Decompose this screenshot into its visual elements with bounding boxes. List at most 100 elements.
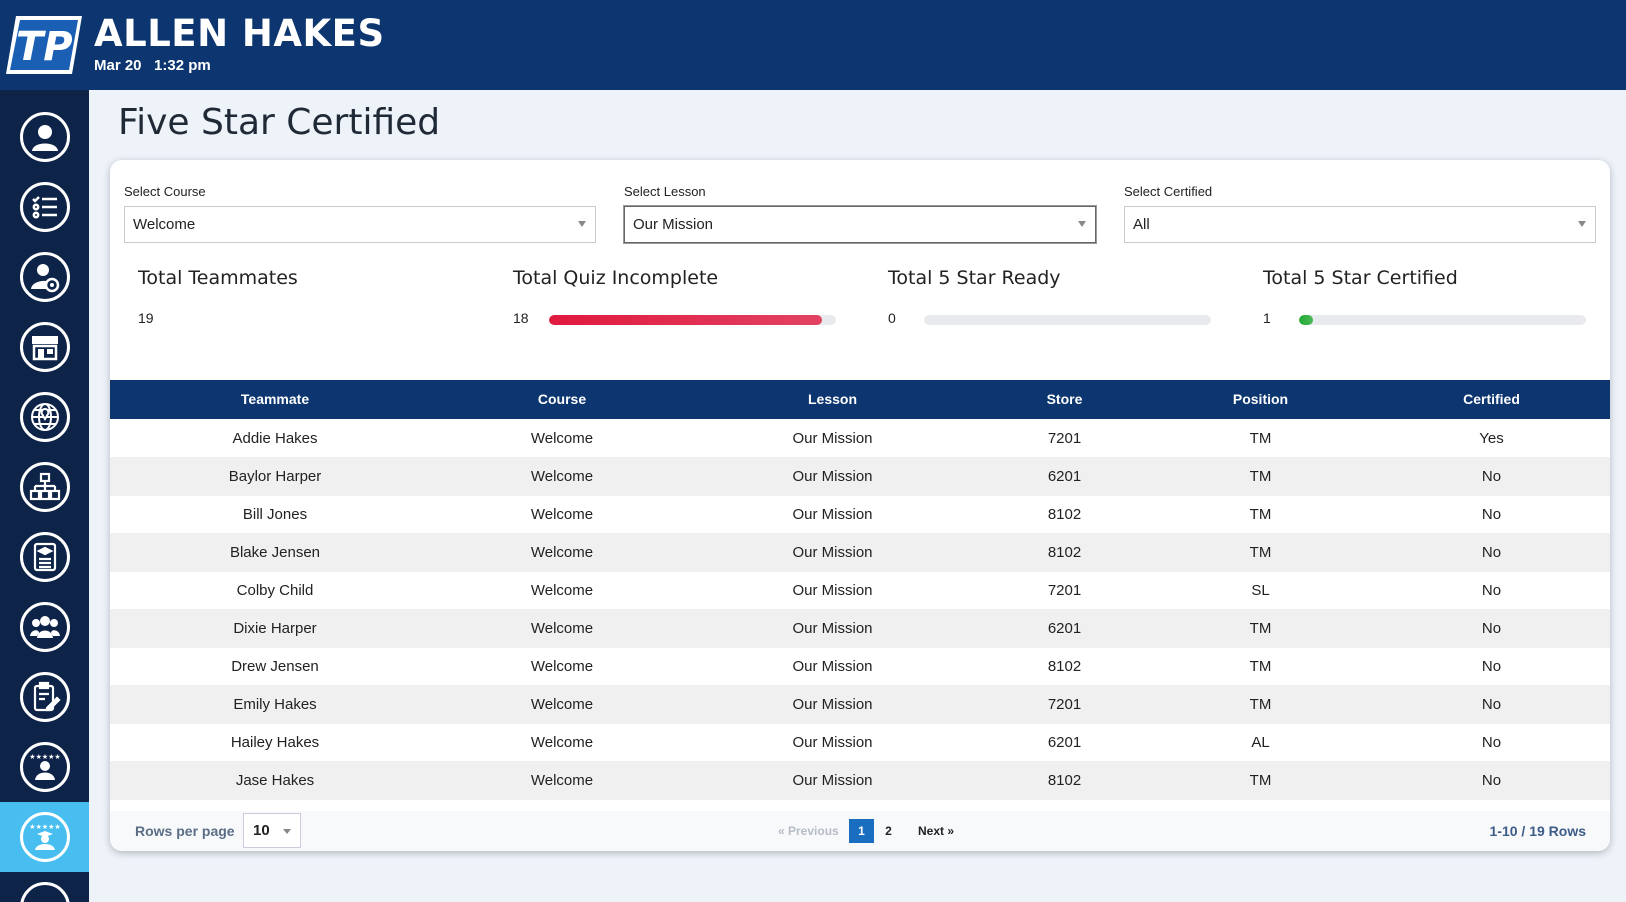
cell-store: 8102 (1047, 772, 1082, 789)
clipboard-edit-icon (19, 672, 70, 722)
table-row[interactable]: Hailey Hakes Welcome Our Mission 6201 AL No (110, 723, 1610, 762)
table-row[interactable]: Colby Child Welcome Our Mission 7201 SL No (110, 571, 1610, 610)
more-icon (19, 882, 70, 902)
table-row[interactable]: Emily Hakes Welcome Our Mission 7201 TM No (110, 685, 1610, 724)
cell-position: SL (1251, 582, 1270, 599)
cell-store: 7201 (1047, 582, 1082, 599)
tp-logo[interactable]: TP (4, 14, 84, 76)
user-profile-icon (19, 112, 70, 162)
cell-teammate: Drew Jensen (231, 658, 319, 675)
table-row[interactable]: Drew Jensen Welcome Our Mission 8102 TM No (110, 647, 1610, 686)
previous-page-button[interactable]: « Previous (778, 824, 839, 838)
cell-certified: No (1481, 658, 1502, 675)
column-header-course[interactable]: Course (537, 391, 587, 407)
sidebar-item-evaluations[interactable] (0, 662, 89, 732)
cell-position: TM (1249, 468, 1272, 485)
rows-per-page-select[interactable]: 10 (243, 813, 301, 848)
table-row[interactable]: Dixie Harper Welcome Our Mission 6201 TM No (110, 609, 1610, 648)
sidebar-item-org-chart[interactable] (0, 452, 89, 522)
table-row[interactable]: Addie Hakes Welcome Our Mission 7201 TM Yes (110, 419, 1610, 458)
cell-store: 7201 (1047, 430, 1082, 447)
table-row[interactable]: Baylor Harper Welcome Our Mission 6201 TM No (110, 457, 1610, 496)
cell-course: Welcome (530, 468, 594, 485)
row-count: 1-10 / 19 Rows (1489, 823, 1587, 839)
sidebar-item-store[interactable] (0, 312, 89, 382)
sidebar-item-locations[interactable] (0, 382, 89, 452)
column-header-teammate[interactable]: Teammate (240, 391, 310, 407)
cell-teammate: Hailey Hakes (230, 734, 320, 751)
course-select-value: Welcome (133, 216, 196, 233)
cell-lesson: Our Mission (792, 696, 873, 713)
table-row[interactable]: Blake Jensen Welcome Our Mission 8102 TM No (110, 533, 1610, 572)
cell-certified: No (1481, 620, 1502, 637)
stat-quiz-incomplete: Total Quiz Incomplete 18 (513, 267, 836, 326)
user-name: ALLEN HAKES (94, 12, 385, 55)
cell-store: 6201 (1047, 620, 1082, 637)
cell-position: AL (1251, 734, 1270, 751)
cell-teammate: Dixie Harper (233, 620, 317, 637)
course-document-icon (19, 532, 70, 582)
column-header-certified[interactable]: Certified (1463, 391, 1520, 407)
page-button-2[interactable]: 2 (885, 824, 892, 838)
column-header-position[interactable]: Position (1232, 391, 1289, 407)
cell-course: Welcome (530, 506, 594, 523)
cell-lesson: Our Mission (792, 734, 873, 751)
stat-total-teammates: Total Teammates 19 (138, 267, 438, 326)
team-icon (19, 602, 70, 652)
page-title: Five Star Certified (118, 102, 441, 143)
cell-course: Welcome (530, 544, 594, 561)
sidebar-item-user-settings[interactable] (0, 242, 89, 312)
sidebar-item-five-star-certified[interactable]: ★★★★★ (0, 802, 89, 872)
cell-certified: No (1481, 544, 1502, 561)
column-header-lesson[interactable]: Lesson (807, 391, 857, 407)
table-row[interactable]: Jase Hakes Welcome Our Mission 8102 TM No (110, 761, 1610, 800)
sidebar-item-star-rating[interactable]: ★★★★★ (0, 732, 89, 802)
course-select[interactable]: Welcome (124, 206, 596, 243)
sidebar-item-courses[interactable] (0, 522, 89, 592)
stat-title: Total Quiz Incomplete (513, 267, 719, 289)
course-filter-label: Select Course (124, 184, 206, 199)
sidebar-item-profile[interactable] (0, 102, 89, 172)
page-button-1[interactable]: 1 (849, 819, 874, 843)
cell-certified: No (1481, 696, 1502, 713)
cell-position: TM (1249, 772, 1272, 789)
table-header: Teammate Course Lesson Store Position Ce… (110, 380, 1610, 419)
table-row[interactable]: Bill Jones Welcome Our Mission 8102 TM No (110, 495, 1610, 534)
stat-five-star-certified: Total 5 Star Certified 1 (1263, 267, 1586, 326)
next-page-button[interactable]: Next » (918, 824, 955, 838)
progress-fill (1299, 315, 1314, 325)
cell-teammate: Blake Jensen (229, 544, 321, 561)
user-settings-icon (19, 252, 70, 302)
progress-bar (549, 315, 836, 325)
cell-course: Welcome (530, 620, 594, 637)
globe-location-icon (19, 392, 70, 442)
certified-filter: Select Certified All (1124, 184, 1596, 243)
cell-certified: No (1481, 582, 1502, 599)
chevron-down-icon (283, 829, 291, 834)
certified-select[interactable]: All (1124, 206, 1596, 243)
current-time: 1:32 pm (154, 57, 211, 74)
chevron-down-icon (1578, 221, 1586, 227)
progress-bar (924, 315, 1211, 325)
progress-bar (1299, 315, 1586, 325)
cell-certified: No (1481, 734, 1502, 751)
column-header-store[interactable]: Store (1046, 391, 1083, 407)
cell-course: Welcome (530, 582, 594, 599)
cell-course: Welcome (530, 658, 594, 675)
sidebar-item-more[interactable] (0, 872, 89, 902)
cell-store: 8102 (1047, 544, 1082, 561)
star-rating-user-icon: ★★★★★ (19, 742, 70, 792)
lesson-select[interactable]: Our Mission (624, 206, 1096, 243)
chevron-down-icon (1078, 221, 1086, 227)
cell-certified: Yes (1479, 430, 1504, 447)
org-chart-icon (19, 462, 70, 512)
sidebar-item-checklist[interactable] (0, 172, 89, 242)
sidebar-item-team[interactable] (0, 592, 89, 662)
svg-text:★★★★★: ★★★★★ (29, 823, 60, 831)
svg-text:★★★★★: ★★★★★ (29, 753, 60, 761)
cell-course: Welcome (530, 734, 594, 751)
top-header: TP ALLEN HAKES Mar 20 1:32 pm (0, 0, 1626, 90)
cell-certified: No (1481, 772, 1502, 789)
cell-position: TM (1249, 544, 1272, 561)
cell-store: 6201 (1047, 734, 1082, 751)
